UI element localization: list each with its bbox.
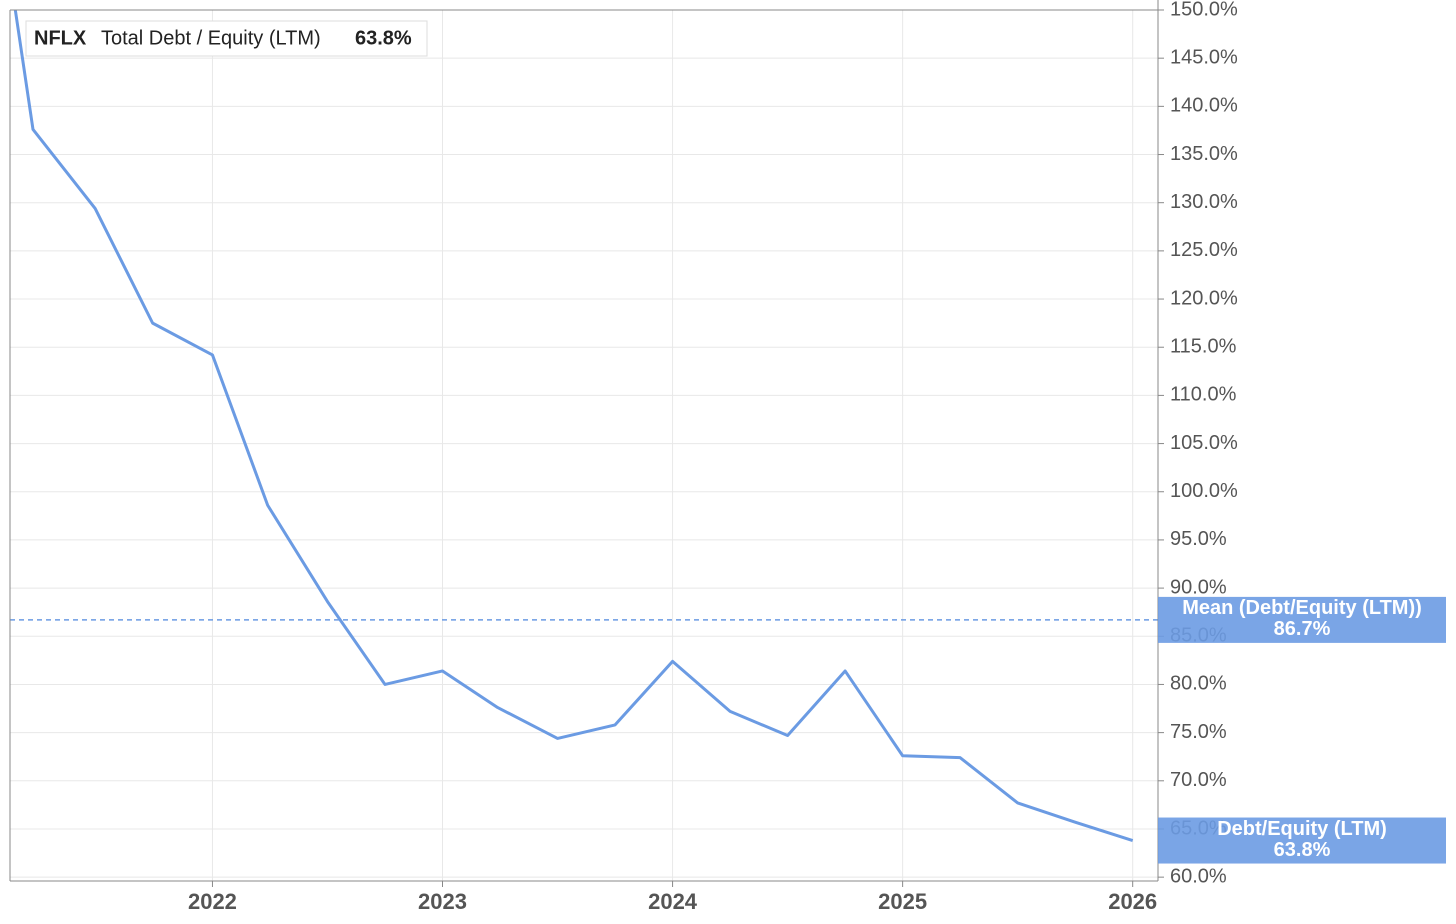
x-tick-label: 2023 <box>418 889 467 914</box>
axes: 60.0%65.0%70.0%75.0%80.0%85.0%90.0%95.0%… <box>188 0 1238 914</box>
y-tick-label: 130.0% <box>1170 191 1238 213</box>
value-box-value: 86.7% <box>1274 618 1331 640</box>
y-tick-label: 70.0% <box>1170 769 1227 791</box>
legend-label: Total Debt / Equity (LTM) <box>101 27 321 49</box>
y-tick-label: 145.0% <box>1170 46 1238 68</box>
legend-ticker: NFLX <box>34 27 87 49</box>
x-tick-label: 2026 <box>1108 889 1157 914</box>
y-tick-label: 60.0% <box>1170 865 1227 887</box>
y-tick-label: 100.0% <box>1170 480 1238 502</box>
value-box-name: Mean (Debt/Equity (LTM)) <box>1182 597 1422 619</box>
data-line <box>13 10 1134 842</box>
x-tick-label: 2025 <box>878 889 927 914</box>
x-tick-label: 2024 <box>648 889 698 914</box>
y-tick-label: 95.0% <box>1170 528 1227 550</box>
x-tick-label: 2022 <box>188 889 237 914</box>
y-tick-label: 125.0% <box>1170 239 1238 261</box>
y-tick-label: 120.0% <box>1170 287 1238 309</box>
value-box <box>1158 596 1446 643</box>
legend-value: 63.8% <box>355 27 412 49</box>
y-tick-label: 75.0% <box>1170 721 1227 743</box>
y-tick-label: 140.0% <box>1170 95 1238 117</box>
y-tick-label: 135.0% <box>1170 143 1238 165</box>
y-tick-label: 115.0% <box>1170 336 1237 358</box>
value-box <box>1158 817 1446 864</box>
y-tick-label: 105.0% <box>1170 432 1238 454</box>
y-tick-label: 110.0% <box>1170 384 1237 406</box>
y-tick-label: 150.0% <box>1170 0 1238 20</box>
value-box-value: 63.8% <box>1274 839 1331 861</box>
y-tick-label: 90.0% <box>1170 576 1227 598</box>
value-boxes: Mean (Debt/Equity (LTM))86.7% Debt/Equity… <box>1158 596 1446 864</box>
y-tick-label: 80.0% <box>1170 673 1227 695</box>
legend-box <box>25 20 428 57</box>
plot <box>10 10 1158 842</box>
grid <box>10 9 1158 881</box>
value-box-name: Debt/Equity (LTM) <box>1217 818 1387 840</box>
